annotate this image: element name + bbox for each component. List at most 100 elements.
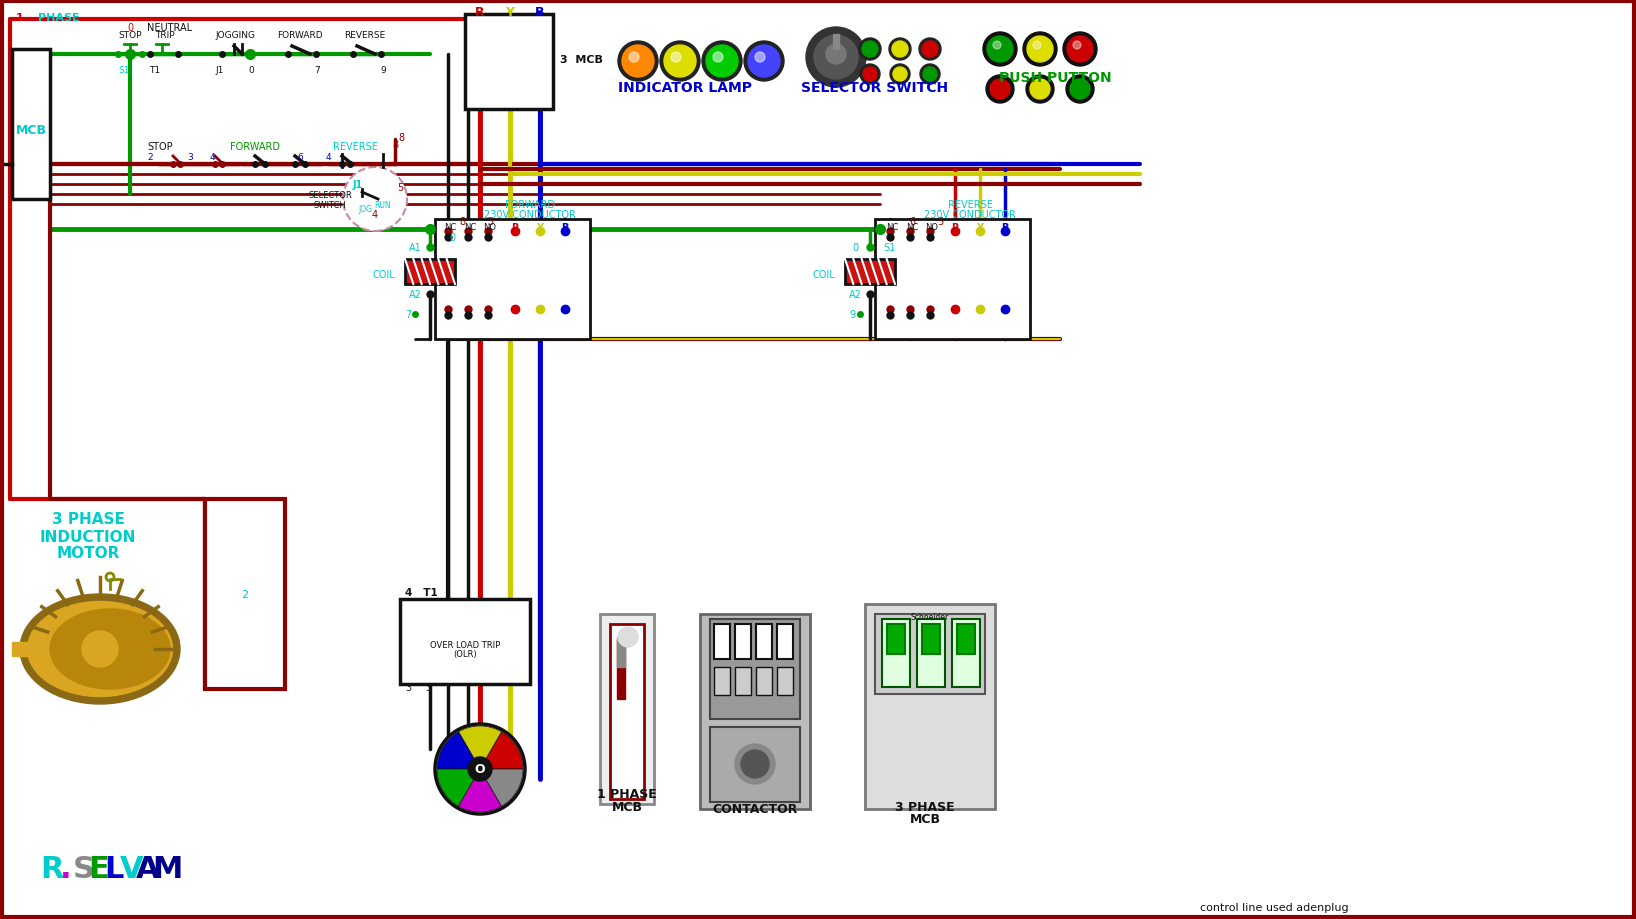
Circle shape xyxy=(923,42,937,58)
Circle shape xyxy=(826,45,846,65)
Text: V: V xyxy=(119,854,144,883)
Text: SELECTOR: SELECTOR xyxy=(308,190,352,199)
Circle shape xyxy=(919,65,941,85)
Bar xyxy=(833,35,839,50)
Ellipse shape xyxy=(20,595,180,704)
Text: 3 PHASE: 3 PHASE xyxy=(895,800,955,813)
Circle shape xyxy=(618,628,638,647)
Text: SWITCH: SWITCH xyxy=(314,201,347,210)
Bar xyxy=(204,499,285,689)
Text: 2: 2 xyxy=(242,589,249,599)
Bar xyxy=(435,220,591,340)
Text: NC: NC xyxy=(906,223,918,233)
Text: NC: NC xyxy=(465,223,476,233)
Text: J1: J1 xyxy=(353,180,363,190)
Text: STOP: STOP xyxy=(118,30,142,40)
Circle shape xyxy=(735,744,775,784)
Bar xyxy=(952,619,980,687)
Text: 230V CONDUCTOR: 230V CONDUCTOR xyxy=(484,210,576,220)
Text: INDICATOR LAMP: INDICATOR LAMP xyxy=(618,81,753,95)
Text: 5: 5 xyxy=(488,217,492,227)
Text: Schneider: Schneider xyxy=(911,613,949,622)
Circle shape xyxy=(864,68,877,82)
Text: 5: 5 xyxy=(937,217,942,227)
Circle shape xyxy=(741,750,769,778)
Bar xyxy=(756,624,772,659)
Bar xyxy=(887,624,905,654)
Circle shape xyxy=(923,68,937,82)
Circle shape xyxy=(713,53,723,62)
Text: S1: S1 xyxy=(883,243,897,253)
Text: S1: S1 xyxy=(118,65,129,74)
Text: STOP: STOP xyxy=(147,142,173,152)
Circle shape xyxy=(1070,80,1090,100)
Bar xyxy=(617,637,625,667)
Wedge shape xyxy=(479,769,524,806)
Circle shape xyxy=(987,76,1014,104)
Circle shape xyxy=(1063,33,1098,67)
Text: A1: A1 xyxy=(409,243,422,253)
Text: REVERSE: REVERSE xyxy=(344,30,386,40)
Text: INDUCTION: INDUCTION xyxy=(39,529,136,544)
Text: PHASE: PHASE xyxy=(38,13,80,23)
Text: FORWARD: FORWARD xyxy=(231,142,280,152)
Text: 3: 3 xyxy=(425,682,430,692)
Circle shape xyxy=(1022,33,1057,67)
Text: 3 PHASE: 3 PHASE xyxy=(52,512,124,527)
Circle shape xyxy=(983,33,1018,67)
Circle shape xyxy=(815,36,857,80)
Text: 5: 5 xyxy=(398,183,402,193)
Circle shape xyxy=(435,724,525,814)
Text: 8: 8 xyxy=(398,133,404,142)
Text: 4: 4 xyxy=(209,153,214,163)
Text: T1: T1 xyxy=(149,65,160,74)
Text: NEUTRAL: NEUTRAL xyxy=(147,23,191,33)
Circle shape xyxy=(919,39,941,61)
Text: 0: 0 xyxy=(852,243,857,253)
Text: 4   T1: 4 T1 xyxy=(406,587,438,597)
Bar xyxy=(735,667,751,696)
Bar xyxy=(846,260,895,285)
Text: Y: Y xyxy=(537,222,543,233)
Text: L: L xyxy=(105,854,123,883)
Text: 8: 8 xyxy=(460,217,465,227)
Bar xyxy=(700,614,810,809)
Wedge shape xyxy=(458,726,502,769)
Wedge shape xyxy=(458,769,502,812)
Text: SELECTOR SWITCH: SELECTOR SWITCH xyxy=(802,81,949,95)
Text: A: A xyxy=(136,854,160,883)
Circle shape xyxy=(744,42,784,82)
Text: NC: NC xyxy=(443,223,456,233)
Text: B: B xyxy=(561,222,569,233)
Circle shape xyxy=(664,46,695,78)
Bar xyxy=(777,624,793,659)
Circle shape xyxy=(82,631,118,667)
Wedge shape xyxy=(437,769,479,806)
Text: 4: 4 xyxy=(326,153,330,163)
Text: MCB: MCB xyxy=(612,800,643,813)
Circle shape xyxy=(1032,42,1040,50)
Circle shape xyxy=(628,53,640,62)
Text: REVERSE: REVERSE xyxy=(332,142,378,152)
Text: JOGGING: JOGGING xyxy=(214,30,255,40)
Bar xyxy=(406,260,455,285)
Text: 6: 6 xyxy=(910,217,915,227)
Text: O: O xyxy=(474,763,486,776)
Circle shape xyxy=(890,65,910,85)
Circle shape xyxy=(993,42,1001,50)
Text: TRIP: TRIP xyxy=(155,30,175,40)
Circle shape xyxy=(1027,37,1054,62)
Text: 9: 9 xyxy=(849,310,856,320)
Text: COIL: COIL xyxy=(811,269,834,279)
Circle shape xyxy=(892,42,908,58)
Bar xyxy=(875,220,1031,340)
Text: COIL: COIL xyxy=(373,269,394,279)
Bar xyxy=(735,624,751,659)
Circle shape xyxy=(618,42,658,82)
Bar xyxy=(865,605,995,809)
Text: Y: Y xyxy=(506,6,514,18)
Bar xyxy=(957,624,975,654)
Circle shape xyxy=(754,53,766,62)
Text: PUSH PUTTON: PUSH PUTTON xyxy=(998,71,1111,85)
Text: NC: NC xyxy=(885,223,898,233)
